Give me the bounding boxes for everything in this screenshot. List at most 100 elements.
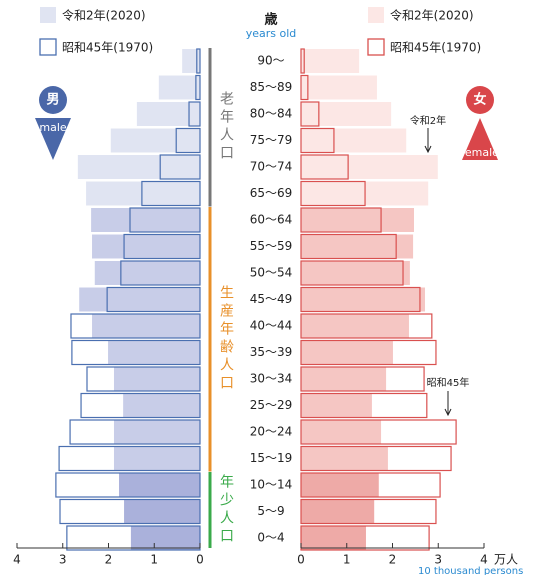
bar-2020 xyxy=(113,446,200,471)
x-unit: 万人 xyxy=(494,553,518,567)
bar-2020 xyxy=(301,75,377,100)
sex-icon xyxy=(466,86,494,114)
bar-1970 xyxy=(300,472,441,498)
bar-2020 xyxy=(301,49,360,73)
category-label: 30〜34 xyxy=(250,372,293,386)
annotation-arrow xyxy=(424,128,432,154)
bar-2020 xyxy=(301,473,379,497)
bar-2020 xyxy=(92,314,200,338)
x-tick-label: 1 xyxy=(343,553,351,567)
x-tick-label: 0 xyxy=(196,553,204,567)
bar-1970 xyxy=(196,48,201,74)
bar-1970 xyxy=(300,74,309,101)
bar-1970 xyxy=(300,525,430,551)
bar-2020 xyxy=(301,128,407,153)
bar-2020 xyxy=(130,526,200,550)
bar-1970 xyxy=(300,207,382,233)
x-tick-label: 4 xyxy=(13,553,21,567)
category-label: 20〜24 xyxy=(250,425,293,439)
bar-2020 xyxy=(113,367,200,391)
bar-2020 xyxy=(301,208,415,232)
bar-1970 xyxy=(300,48,305,74)
x-tick-label: 1 xyxy=(150,553,158,567)
bar-1970 xyxy=(300,498,437,525)
bar-1970 xyxy=(59,498,201,525)
category-label: 80〜84 xyxy=(250,107,293,121)
group-label: 年少人口 xyxy=(218,474,234,546)
bar-1970 xyxy=(300,101,320,127)
bar-1970 xyxy=(300,419,457,445)
bar-1970 xyxy=(66,525,201,551)
bar-2020 xyxy=(86,181,200,206)
legend-label: 令和2年(2020) xyxy=(62,8,146,23)
sex-triangle xyxy=(35,118,71,160)
category-label: 15〜19 xyxy=(250,451,293,465)
sex-label-en: female xyxy=(461,146,499,159)
category-label: 90〜 xyxy=(257,54,284,68)
category-label: 55〜59 xyxy=(250,239,293,253)
y-label: 歳 xyxy=(264,12,277,28)
bar-1970 xyxy=(300,339,437,366)
bar-2020 xyxy=(301,367,387,391)
bar-1970 xyxy=(86,366,201,392)
bar-2020 xyxy=(301,102,392,126)
sex-label-en: male xyxy=(39,121,67,134)
bar-2020 xyxy=(119,473,200,497)
bar-2020 xyxy=(301,287,425,312)
group-label: 老年人口 xyxy=(218,91,234,163)
bar-2020 xyxy=(301,526,366,550)
bar-2020 xyxy=(92,234,200,259)
annotation: 令和2年 xyxy=(410,114,446,127)
bar-1970 xyxy=(80,392,201,419)
group-label: 生産年齢人口 xyxy=(218,285,234,393)
category-label: 75〜79 xyxy=(250,133,293,147)
category-label: 45〜49 xyxy=(250,292,293,306)
legend-label: 昭和45年(1970) xyxy=(62,41,153,55)
bar-2020 xyxy=(301,155,438,179)
legend-swatch xyxy=(40,7,56,23)
sex-label: 女 xyxy=(473,92,486,108)
bar-2020 xyxy=(113,420,200,444)
category-label: 65〜69 xyxy=(250,186,293,200)
x-unit-en: 10 thousand persons xyxy=(418,566,523,575)
bar-2020 xyxy=(301,261,410,285)
x-tick-label: 2 xyxy=(389,553,397,567)
x-tick-label: 4 xyxy=(480,553,488,567)
bar-1970 xyxy=(159,154,201,180)
bar-1970 xyxy=(129,207,201,233)
legend-label: 昭和45年(1970) xyxy=(390,41,481,55)
bar-2020 xyxy=(301,234,414,259)
x-tick-label: 2 xyxy=(105,553,113,567)
sex-label: 男 xyxy=(46,93,59,108)
bar-1970 xyxy=(300,260,404,286)
category-label: 40〜44 xyxy=(250,319,293,333)
y-label-en: years old xyxy=(246,27,297,40)
category-label: 50〜54 xyxy=(250,266,293,280)
category-label: 0〜4 xyxy=(257,531,284,545)
category-label: 5〜9 xyxy=(257,504,284,518)
bar-2020 xyxy=(301,499,375,524)
category-label: 10〜14 xyxy=(250,478,293,492)
bar-1970 xyxy=(300,233,397,260)
annotation: 昭和45年 xyxy=(427,376,470,389)
bar-1970 xyxy=(300,180,366,207)
bar-2020 xyxy=(94,261,200,285)
legend-swatch xyxy=(368,7,384,23)
category-label: 60〜64 xyxy=(250,213,293,227)
bar-2020 xyxy=(301,314,409,338)
bar-2020 xyxy=(182,49,200,73)
bar-1970 xyxy=(70,313,201,339)
bar-1970 xyxy=(300,445,452,472)
bar-2020 xyxy=(123,393,200,418)
bar-2020 xyxy=(77,155,200,179)
category-label: 70〜74 xyxy=(250,160,293,174)
bar-2020 xyxy=(108,340,200,365)
bar-2020 xyxy=(301,340,393,365)
x-tick-label: 3 xyxy=(59,553,67,567)
bar-1970 xyxy=(175,127,201,154)
category-label: 85〜89 xyxy=(250,80,293,94)
bar-1970 xyxy=(195,74,201,101)
bar-1970 xyxy=(300,127,335,154)
bar-1970 xyxy=(188,101,201,127)
